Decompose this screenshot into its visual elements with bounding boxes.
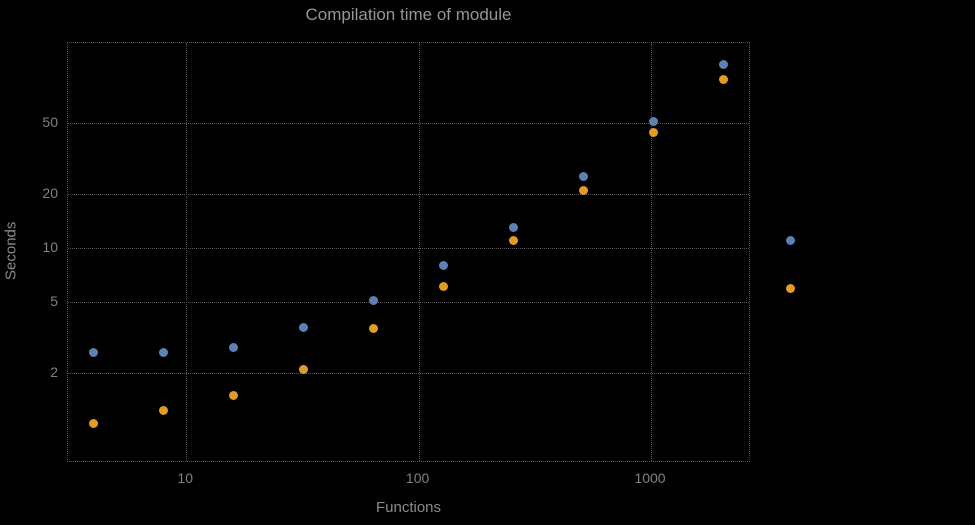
plot-area [67, 42, 750, 462]
y-gridline [68, 248, 749, 250]
legend-marker [785, 235, 795, 245]
data-point [508, 223, 518, 233]
data-point [299, 323, 309, 333]
y-tick-label: 5 [50, 293, 58, 310]
data-point [89, 348, 99, 358]
data-point [439, 260, 449, 270]
data-point [89, 419, 99, 429]
x-tick-label: 100 [405, 470, 430, 486]
y-tick-label: 2 [50, 364, 58, 381]
data-point [718, 60, 728, 70]
data-point [578, 172, 588, 182]
x-gridline [186, 43, 188, 461]
y-tick-label: 20 [42, 185, 58, 202]
data-point [718, 75, 728, 84]
data-point [229, 391, 239, 401]
data-point [299, 365, 309, 375]
x-axis-label: Functions [375, 499, 442, 516]
data-point [648, 128, 658, 138]
data-point [439, 282, 449, 292]
x-tick-label: 10 [177, 470, 193, 486]
data-point [159, 348, 169, 358]
y-gridline [68, 373, 749, 375]
data-point [369, 324, 379, 334]
data-point [508, 236, 518, 246]
x-tick-label: 1000 [634, 470, 666, 486]
data-point [578, 185, 588, 195]
y-tick-label: 50 [42, 113, 58, 130]
data-point [369, 296, 379, 305]
y-gridline [68, 302, 749, 304]
legend-marker [785, 283, 795, 293]
y-tick-label: 10 [42, 239, 58, 256]
data-point [648, 116, 658, 126]
x-gridline [651, 43, 653, 461]
y-gridline [68, 122, 749, 124]
data-point [159, 405, 169, 415]
y-gridline [68, 194, 749, 196]
x-gridline [418, 43, 420, 461]
chart-title: Compilation time of module [305, 5, 512, 24]
data-point [229, 342, 239, 352]
